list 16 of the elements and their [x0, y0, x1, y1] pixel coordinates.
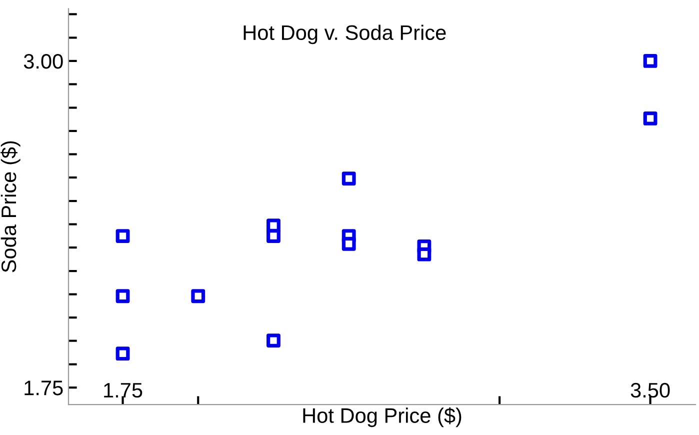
point — [266, 229, 280, 243]
x-axis-title: Hot Dog Price ($) — [303, 407, 462, 428]
x-tick-label: 3.50 — [630, 382, 670, 398]
point — [417, 247, 432, 262]
point — [266, 334, 280, 348]
point — [191, 289, 206, 304]
y-axis-title: Soda Price ($) — [0, 141, 20, 272]
point — [643, 54, 658, 68]
y-tick-label: 3.00 — [24, 54, 63, 69]
point — [116, 229, 130, 243]
point — [643, 111, 658, 126]
point — [116, 346, 130, 361]
point — [342, 236, 356, 251]
text: Hot Dog v. Soda Price — [244, 24, 446, 44]
point — [342, 172, 356, 186]
point — [116, 289, 130, 304]
